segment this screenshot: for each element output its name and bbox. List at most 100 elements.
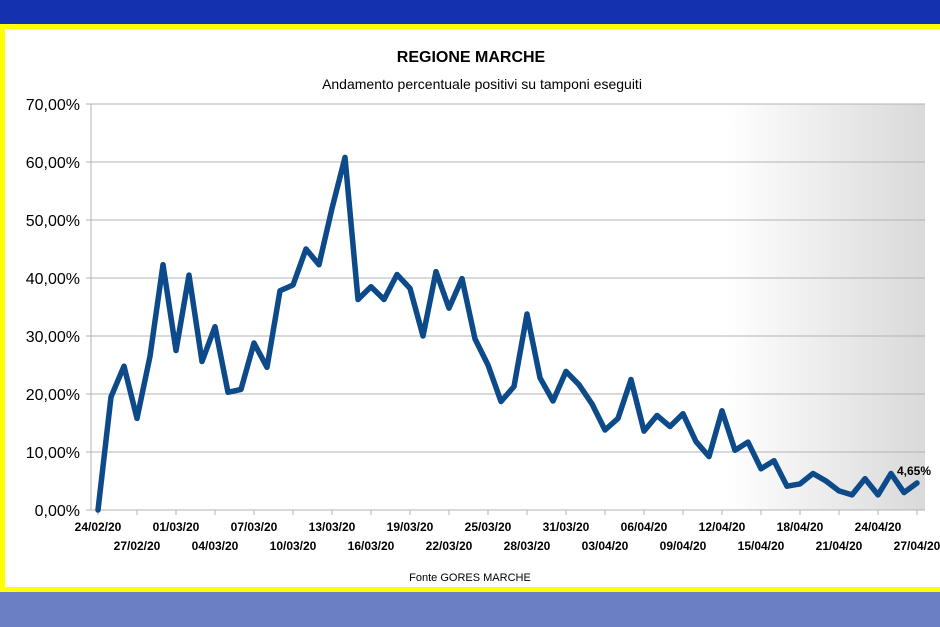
data-point [914,480,920,486]
data-point [732,447,738,453]
series-layer [95,154,920,513]
data-point [186,272,192,278]
data-point [95,507,101,513]
y-tick-label: 50,00% [26,213,80,230]
data-point [394,272,400,278]
data-point [784,483,790,489]
x-tick-label: 01/03/20 [153,520,200,534]
data-point [810,470,816,476]
data-point [303,246,309,252]
data-point [745,439,751,445]
data-point [888,470,894,476]
x-tick-label: 13/03/20 [309,520,356,534]
data-point [485,362,491,368]
data-point [797,481,803,487]
data-point [264,364,270,370]
y-tick-label: 30,00% [26,329,80,346]
data-point [251,340,257,346]
data-point [589,401,595,407]
data-point [160,262,166,268]
data-point [459,276,465,282]
data-point [329,205,335,211]
x-tick-label: 24/04/20 [855,520,902,534]
data-point [628,377,634,382]
x-tick-label: 24/02/20 [75,520,122,534]
series-line [95,154,920,513]
y-tick-label: 40,00% [26,271,80,288]
x-tick-label: 18/04/20 [777,520,824,534]
data-point [771,458,777,464]
y-axis-ticks: 0,00% 10,00% 20,00% 30,00% 40,00% 50,00% 60,00… [26,97,91,520]
x-tick-label: 07/03/20 [231,520,278,534]
data-point [862,476,868,482]
data-point [667,423,673,429]
top-banner [0,0,940,24]
x-tick-label: 12/04/20 [699,520,746,534]
data-point [420,333,426,339]
data-point [823,478,829,484]
data-point [199,359,205,365]
x-tick-label: 04/03/20 [192,539,239,553]
data-point [316,262,322,268]
data-point [602,427,608,433]
y-tick-label: 70,00% [26,97,80,114]
y-tick-label: 0,00% [35,503,80,520]
x-tick-label: 31/03/20 [543,520,590,534]
data-point [758,466,764,472]
data-point [433,269,439,275]
data-point [901,490,907,496]
data-point [277,288,283,294]
data-point [472,336,478,342]
data-point [550,398,556,404]
data-point [121,363,127,369]
x-tick-label: 15/04/20 [738,539,785,553]
x-tick-label: 27/04/20 [894,539,940,553]
x-tick-label: 28/03/20 [504,539,551,553]
bottom-banner [0,592,940,627]
data-point [511,383,517,389]
chart-title: REGIONE MARCHE [397,49,546,66]
data-point [875,492,881,498]
data-point [147,353,153,359]
data-point [355,296,361,302]
data-point [576,382,582,388]
data-point [407,285,413,291]
axes [90,104,925,511]
x-tick-label: 19/03/20 [387,520,434,534]
x-tick-label: 10/03/20 [270,539,317,553]
x-tick-label: 22/03/20 [426,539,473,553]
source-note: Fonte GORES MARCHE [409,572,531,584]
data-point [381,296,387,302]
data-point [225,389,231,395]
data-point [173,348,179,353]
data-point [290,282,296,288]
data-point [693,439,699,445]
data-point [706,454,712,460]
data-point [108,394,114,400]
data-point [849,492,855,498]
data-point [524,311,530,317]
x-tick-label: 16/03/20 [348,539,395,553]
x-tick-label: 03/04/20 [582,539,629,553]
x-tick-label: 21/04/20 [816,539,863,553]
data-point [238,386,244,392]
data-point [134,415,140,421]
data-point [368,284,374,290]
end-value-label: 4,65% [897,464,931,478]
data-point [342,154,348,160]
x-tick-label: 27/02/20 [114,539,161,553]
x-tick-label: 09/04/20 [660,539,707,553]
data-point [680,411,686,417]
y-tick-label: 60,00% [26,155,80,172]
data-point [446,305,452,311]
y-tick-label: 20,00% [26,387,80,404]
chart-subtitle: Andamento percentuale positivi su tampon… [322,76,642,92]
x-tick-label: 25/03/20 [465,520,512,534]
data-point [719,408,725,414]
data-point [836,488,842,494]
y-tick-label: 10,00% [26,445,80,462]
data-point [641,428,647,434]
data-point [563,368,569,374]
plot-area [91,104,925,510]
